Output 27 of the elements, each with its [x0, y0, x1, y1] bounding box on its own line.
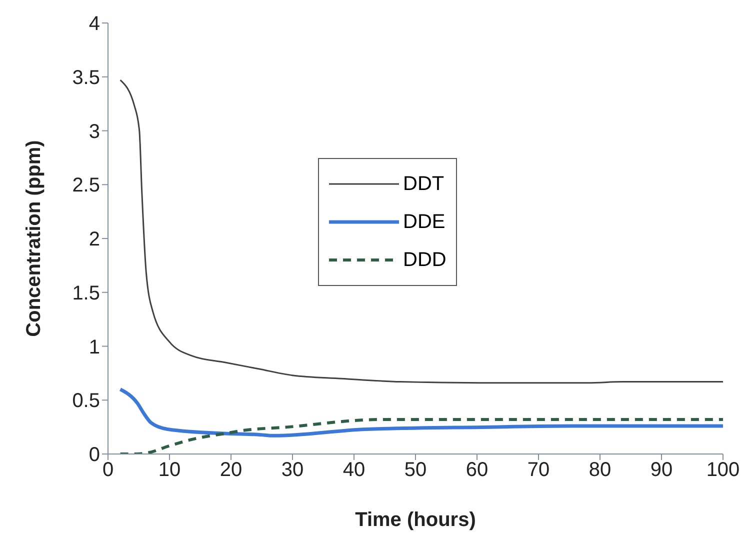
- x-tick-label: 30: [281, 459, 304, 482]
- line-series: [118, 418, 723, 454]
- x-tick-label: 50: [404, 459, 427, 482]
- x-tick-label: 60: [466, 459, 488, 482]
- y-tick-label: 4: [88, 13, 100, 36]
- x-tick-label: 90: [650, 459, 673, 482]
- x-axis-title: Time (hours): [355, 509, 476, 531]
- line-series: [120, 79, 723, 384]
- y-tick-label: 0: [88, 444, 100, 466]
- line-series: [118, 388, 723, 438]
- y-tick-label: 3: [88, 120, 100, 143]
- y-tick-label: 0.5: [72, 390, 100, 412]
- y-tick-label: 2: [88, 228, 100, 251]
- x-tick-label: 20: [220, 459, 242, 482]
- x-tick-label: 40: [342, 459, 366, 482]
- legend-label: DDD: [403, 248, 446, 272]
- y-axis-title: Concentration (ppm): [23, 140, 46, 337]
- x-tick-label: 80: [588, 459, 612, 482]
- x-tick-label: 70: [527, 459, 550, 482]
- y-tick-label: 1: [88, 336, 100, 358]
- y-tick-label: 1.5: [72, 282, 100, 304]
- x-tick-label: 100: [706, 459, 740, 482]
- x-tick-label: 10: [158, 459, 181, 482]
- legend-label: DDE: [403, 210, 446, 234]
- y-tick-label: 2.5: [72, 174, 100, 197]
- legend-label: DDT: [403, 172, 444, 196]
- y-tick-label: 3.5: [72, 66, 100, 89]
